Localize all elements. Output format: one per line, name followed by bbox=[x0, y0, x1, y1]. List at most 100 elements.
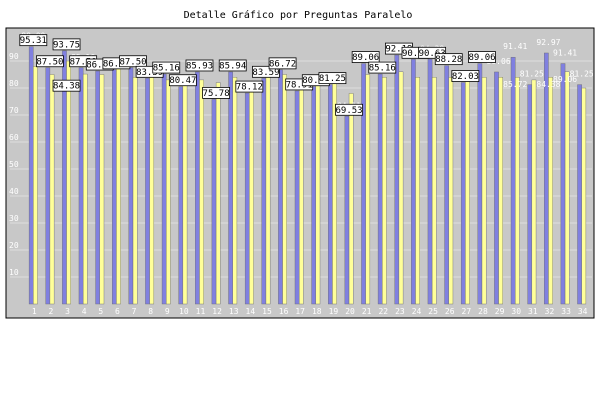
data-label: 87.50 bbox=[36, 55, 64, 67]
data-label-box bbox=[152, 61, 181, 74]
overlapping-data-label: 89.06 bbox=[487, 57, 511, 66]
data-labels: 95.3187.5093.7584.3887.5086.2886.7287.50… bbox=[19, 34, 496, 116]
bar-series-2 bbox=[82, 73, 88, 305]
data-label: 83.59 bbox=[252, 65, 280, 78]
data-label-text: 95.31 bbox=[20, 36, 47, 46]
x-tick-label: 10 bbox=[179, 307, 189, 316]
y-tick-label: 40 bbox=[9, 187, 19, 196]
bar-series-2 bbox=[99, 74, 105, 305]
bar-series-1 bbox=[211, 99, 217, 305]
data-label: 90.63 bbox=[418, 46, 447, 59]
data-label: 75.78 bbox=[202, 86, 231, 99]
data-label-text: 85.16 bbox=[369, 64, 396, 74]
x-tick-label: 5 bbox=[98, 307, 103, 316]
bar-series-2 bbox=[315, 82, 321, 305]
data-label: 81.25 bbox=[318, 72, 347, 84]
x-tick-label: 2 bbox=[49, 307, 54, 316]
bar-series-1 bbox=[527, 84, 533, 305]
bar-series-2 bbox=[548, 76, 553, 305]
overlapping-data-label: 91.41 bbox=[553, 49, 577, 58]
x-tick-label: 20 bbox=[345, 307, 355, 316]
bar-series-2 bbox=[232, 76, 238, 305]
bar-series-2 bbox=[448, 76, 454, 305]
bar-series-1 bbox=[344, 116, 350, 305]
x-tick-label: 1 bbox=[32, 307, 37, 316]
x-tick-label: 7 bbox=[132, 307, 137, 316]
x-tick-label: 30 bbox=[511, 307, 521, 316]
data-label-text: 69.53 bbox=[335, 106, 362, 116]
data-label: 85.93 bbox=[185, 59, 214, 71]
bar-series-2 bbox=[531, 79, 537, 305]
data-label-box bbox=[268, 57, 297, 70]
data-label: 95.31 bbox=[19, 34, 48, 46]
x-tick-label: 4 bbox=[82, 307, 87, 316]
bar-series-1 bbox=[328, 84, 333, 305]
bar-series-2 bbox=[465, 79, 470, 305]
bar-series-2 bbox=[564, 71, 570, 305]
bar-series-1 bbox=[95, 70, 100, 305]
data-label-box bbox=[468, 51, 496, 63]
x-tick-label: 6 bbox=[115, 307, 120, 316]
x-tick-label: 26 bbox=[445, 307, 455, 316]
data-label-text: 87.50 bbox=[36, 57, 63, 67]
data-label-text: 78.91 bbox=[286, 80, 313, 90]
data-label-box bbox=[335, 103, 363, 116]
data-label-text: 92.19 bbox=[385, 45, 412, 55]
overlapping-data-label: 89.06 bbox=[553, 75, 577, 84]
overlapping-data-label: 81.25 bbox=[520, 70, 544, 79]
data-label-text: 83.59 bbox=[252, 68, 279, 78]
bar-series-2 bbox=[298, 79, 304, 305]
bar-series-1 bbox=[78, 67, 84, 305]
bar-series-1 bbox=[261, 78, 267, 305]
data-label: 78.12 bbox=[235, 80, 264, 93]
bar-series-2 bbox=[33, 66, 38, 305]
data-label-box bbox=[368, 61, 397, 74]
bar-series-1 bbox=[427, 59, 433, 305]
overlapping-data-label: 84.38 bbox=[536, 80, 560, 89]
data-label-text: 84.38 bbox=[53, 82, 80, 92]
data-label: 80.47 bbox=[168, 74, 197, 86]
x-tick-label: 27 bbox=[462, 307, 472, 316]
y-tick-label: 30 bbox=[9, 214, 19, 223]
y-axis-ticks: 10 20 30 40 50 60 70 80 90 bbox=[9, 52, 19, 277]
bar-series-1 bbox=[444, 65, 449, 305]
data-label-text: 75.78 bbox=[203, 89, 230, 99]
x-tick-label: 14 bbox=[246, 307, 256, 316]
x-tick-label: 18 bbox=[312, 307, 322, 316]
x-tick-label: 15 bbox=[262, 307, 272, 316]
data-label: 89.06 bbox=[351, 51, 380, 63]
data-label-box bbox=[119, 55, 147, 68]
data-label-box bbox=[252, 65, 280, 78]
bar-series-1 bbox=[460, 82, 466, 305]
data-label-text: 85.16 bbox=[153, 64, 180, 74]
overlapping-data-label: 91.41 bbox=[503, 42, 527, 51]
y-tick-label: 50 bbox=[9, 160, 19, 169]
overlapping-data-label: 81.25 bbox=[570, 70, 594, 79]
bar-series-2 bbox=[215, 82, 221, 305]
bar-series-2 bbox=[149, 74, 155, 305]
bar-series-2 bbox=[415, 76, 420, 305]
bar-series-1 bbox=[361, 63, 366, 305]
bar-series-2 bbox=[365, 74, 371, 305]
data-label: 88.28 bbox=[434, 53, 463, 65]
x-tick-label: 11 bbox=[196, 307, 206, 316]
x-tick-label: 17 bbox=[295, 307, 305, 316]
chart-title: Detalle Gráfico por Preguntas Paralelo bbox=[184, 9, 413, 21]
x-tick-label: 28 bbox=[478, 307, 488, 316]
bar-series-1 bbox=[195, 71, 200, 305]
y-tick-label: 60 bbox=[9, 133, 19, 142]
data-label: 69.53 bbox=[335, 103, 363, 116]
data-label-text: 86.72 bbox=[103, 59, 130, 69]
bar-series-2 bbox=[166, 79, 171, 305]
bar-series-1 bbox=[244, 92, 250, 305]
bar-series-1 bbox=[161, 73, 167, 305]
data-label: 85.94 bbox=[218, 59, 247, 71]
bar-series-1 bbox=[28, 46, 34, 305]
data-label-text: 87.50 bbox=[70, 57, 97, 67]
data-label-text: 90.63 bbox=[419, 49, 446, 59]
data-label-text: 81.25 bbox=[319, 74, 346, 84]
data-label: 85.16 bbox=[152, 61, 181, 74]
bar-series-1 bbox=[510, 56, 516, 305]
data-label-box bbox=[451, 70, 480, 82]
